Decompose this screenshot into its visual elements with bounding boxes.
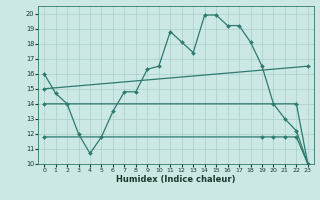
X-axis label: Humidex (Indice chaleur): Humidex (Indice chaleur) [116,175,236,184]
